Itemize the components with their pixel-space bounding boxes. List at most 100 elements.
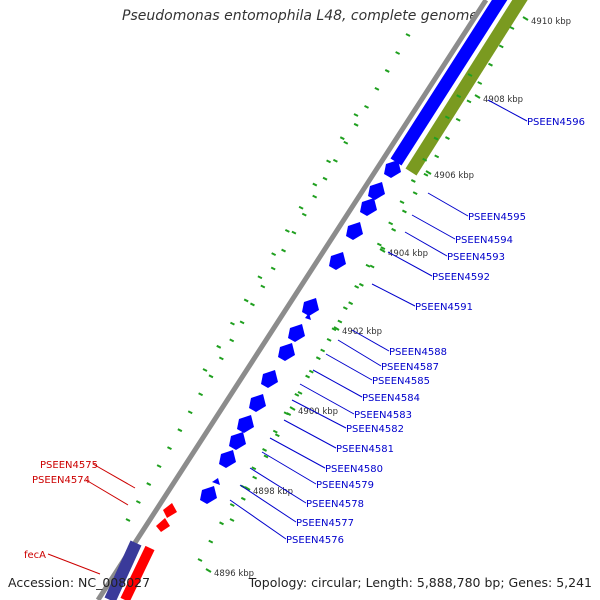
gc-dot	[353, 122, 359, 127]
forward-gene-label: PSEEN4584	[362, 393, 420, 404]
forward-gene-leader	[325, 353, 373, 381]
kbp-tick-mark	[474, 94, 481, 99]
track-bands	[95, 0, 528, 600]
kbp-tick-label: 4896 kbp	[214, 569, 254, 579]
gc-dot	[395, 51, 401, 55]
gc-dot	[364, 104, 369, 109]
forward-gene-label: PSEEN4583	[354, 410, 412, 421]
gc-dot	[455, 117, 461, 122]
gene-labels: PSEEN4596 PSEEN4595 PSEEN4594 PSEEN4593 PSEE…	[24, 99, 585, 575]
gc-dot	[156, 464, 162, 469]
accession-text: Accession: NC_008027	[8, 575, 151, 590]
forward-gene-arrow	[384, 160, 401, 178]
gc-dot	[167, 446, 172, 451]
gc-dot	[249, 302, 255, 307]
kbp-tick-mark	[244, 486, 251, 491]
backbone-track	[95, 0, 489, 600]
gc-dot	[339, 136, 345, 141]
gc-dot	[410, 179, 416, 183]
kbp-tick-mark	[379, 248, 386, 253]
forward-gene-arrow	[261, 370, 278, 388]
gc-dot	[312, 194, 318, 199]
gc-dot	[257, 275, 263, 280]
forward-gene-label: PSEEN4579	[316, 480, 374, 491]
forward-gene-arrow	[368, 182, 385, 200]
gc-dot	[219, 521, 224, 526]
gc-dot	[283, 411, 289, 416]
gc-dot	[331, 327, 337, 332]
gc-dot	[412, 191, 418, 195]
reverse-gene-label: PSEEN4574	[32, 475, 90, 486]
forward-gene-leader	[487, 99, 528, 122]
gc-dot	[305, 374, 311, 379]
forward-gene-label: PSEEN4578	[306, 499, 364, 510]
gc-dot	[135, 500, 141, 504]
gene-arrows	[156, 160, 401, 532]
gc-dot	[281, 248, 287, 253]
gc-dot	[467, 73, 473, 77]
genome-summary-text: Topology: circular; Length: 5,888,780 bp…	[248, 575, 592, 590]
gc-dot	[498, 44, 504, 49]
gc-dot	[358, 282, 364, 287]
gc-dot	[456, 94, 462, 99]
kbp-tick-label: 4904 kbp	[388, 249, 428, 259]
gc-dot	[251, 466, 257, 471]
forward-gene-label: PSEEN4587	[381, 362, 439, 373]
forward-gene-label: PSEEN4588	[389, 347, 447, 358]
gc-dot	[284, 229, 290, 233]
forward-gene-leader	[312, 369, 363, 398]
gc-dot	[384, 69, 390, 73]
gc-dot	[218, 356, 224, 361]
purple-feature-track	[104, 540, 142, 600]
gc-dot	[262, 448, 267, 452]
gc-content-dots	[125, 26, 515, 562]
forward-gene-leader	[427, 192, 469, 217]
gc-dot	[445, 136, 450, 140]
gc-dot	[342, 306, 348, 310]
gc-dot	[337, 319, 343, 324]
forward-gene-leader	[291, 399, 347, 429]
gc-dot	[348, 301, 354, 306]
gc-dot	[422, 157, 428, 162]
forward-gene-arrow	[302, 298, 319, 316]
forward-gene-leader	[229, 499, 287, 540]
gc-dot	[202, 368, 208, 372]
gc-dot	[270, 266, 276, 271]
gc-dot	[271, 252, 277, 256]
gc-dot	[365, 263, 371, 268]
gc-dot	[125, 518, 131, 522]
gc-dot	[376, 242, 382, 247]
gc-dot	[391, 227, 397, 232]
gc-dot	[444, 115, 450, 120]
forward-gene-arrow	[329, 252, 346, 270]
forward-gene-label: PSEEN4581	[336, 444, 394, 455]
gc-dot	[243, 298, 249, 303]
forward-gene-label: PSEEN4591	[415, 302, 473, 313]
forward-gene-leader	[269, 437, 326, 469]
forward-gene-arrow	[249, 394, 266, 412]
gc-dot	[401, 209, 407, 214]
gc-dot	[274, 433, 280, 438]
gc-dot	[208, 539, 214, 544]
green-feature-track	[405, 0, 528, 176]
gc-dot	[509, 26, 515, 30]
gc-dot	[405, 33, 411, 37]
gc-dot	[198, 392, 204, 397]
kbp-tick-label: 4906 kbp	[434, 171, 474, 181]
gc-dot	[230, 321, 235, 326]
gc-dot	[252, 475, 258, 480]
reverse-gene-track	[120, 545, 155, 600]
gc-dot	[315, 356, 321, 361]
gc-dot	[326, 159, 331, 164]
forward-gene-label: PSEEN4585	[372, 376, 430, 387]
gc-dot	[388, 221, 394, 226]
gc-dot	[433, 136, 439, 141]
reverse-gene-leader	[92, 463, 136, 489]
gc-dot	[354, 285, 360, 289]
forward-gene-leader	[299, 383, 355, 415]
kbp-tick-mark	[333, 326, 340, 331]
gc-dot	[369, 264, 375, 269]
forward-gene-arrow	[278, 343, 295, 361]
